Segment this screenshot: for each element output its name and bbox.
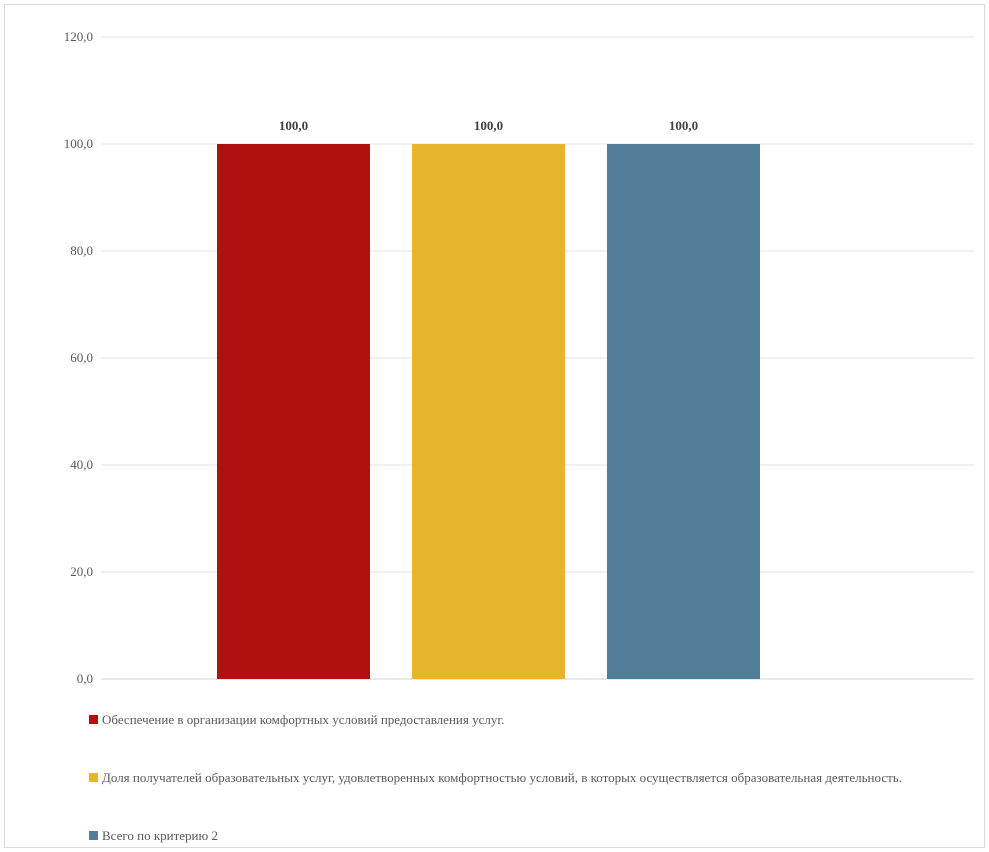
data-label-series-2: 100,0: [474, 118, 503, 133]
y-tick-label: 100,0: [64, 136, 93, 151]
legend-swatch: [89, 773, 98, 782]
bar-series-3: [607, 144, 760, 679]
bar-series-1: [217, 144, 370, 679]
y-tick-label: 0,0: [77, 671, 93, 686]
legend-label: Всего по критерию 2: [102, 828, 218, 843]
legend-item-3: Всего по критерию 2: [89, 827, 959, 844]
legend-swatch: [89, 715, 98, 724]
legend-swatch: [89, 831, 98, 840]
y-tick-label: 120,0: [64, 29, 93, 44]
chart-plot: 0,0 20,0 40,0 60,0 80,0 100,0 120,0 100,0 100,0 1…: [64, 29, 974, 686]
bar-series-2: [412, 144, 565, 679]
legend-label: Обеспечение в организации комфортных усл…: [102, 712, 505, 727]
data-label-series-1: 100,0: [279, 118, 308, 133]
legend-item-1: Обеспечение в организации комфортных усл…: [89, 711, 959, 728]
y-tick-label: 20,0: [70, 564, 93, 579]
data-label-series-3: 100,0: [669, 118, 698, 133]
y-tick-label: 40,0: [70, 457, 93, 472]
y-tick-label: 60,0: [70, 350, 93, 365]
y-tick-label: 80,0: [70, 243, 93, 258]
legend-label: Доля получателей образовательных услуг, …: [102, 770, 902, 785]
legend-item-2: Доля получателей образовательных услуг, …: [89, 769, 959, 786]
chart-frame: 0,0 20,0 40,0 60,0 80,0 100,0 120,0 100,0 100,0 1…: [4, 4, 985, 848]
